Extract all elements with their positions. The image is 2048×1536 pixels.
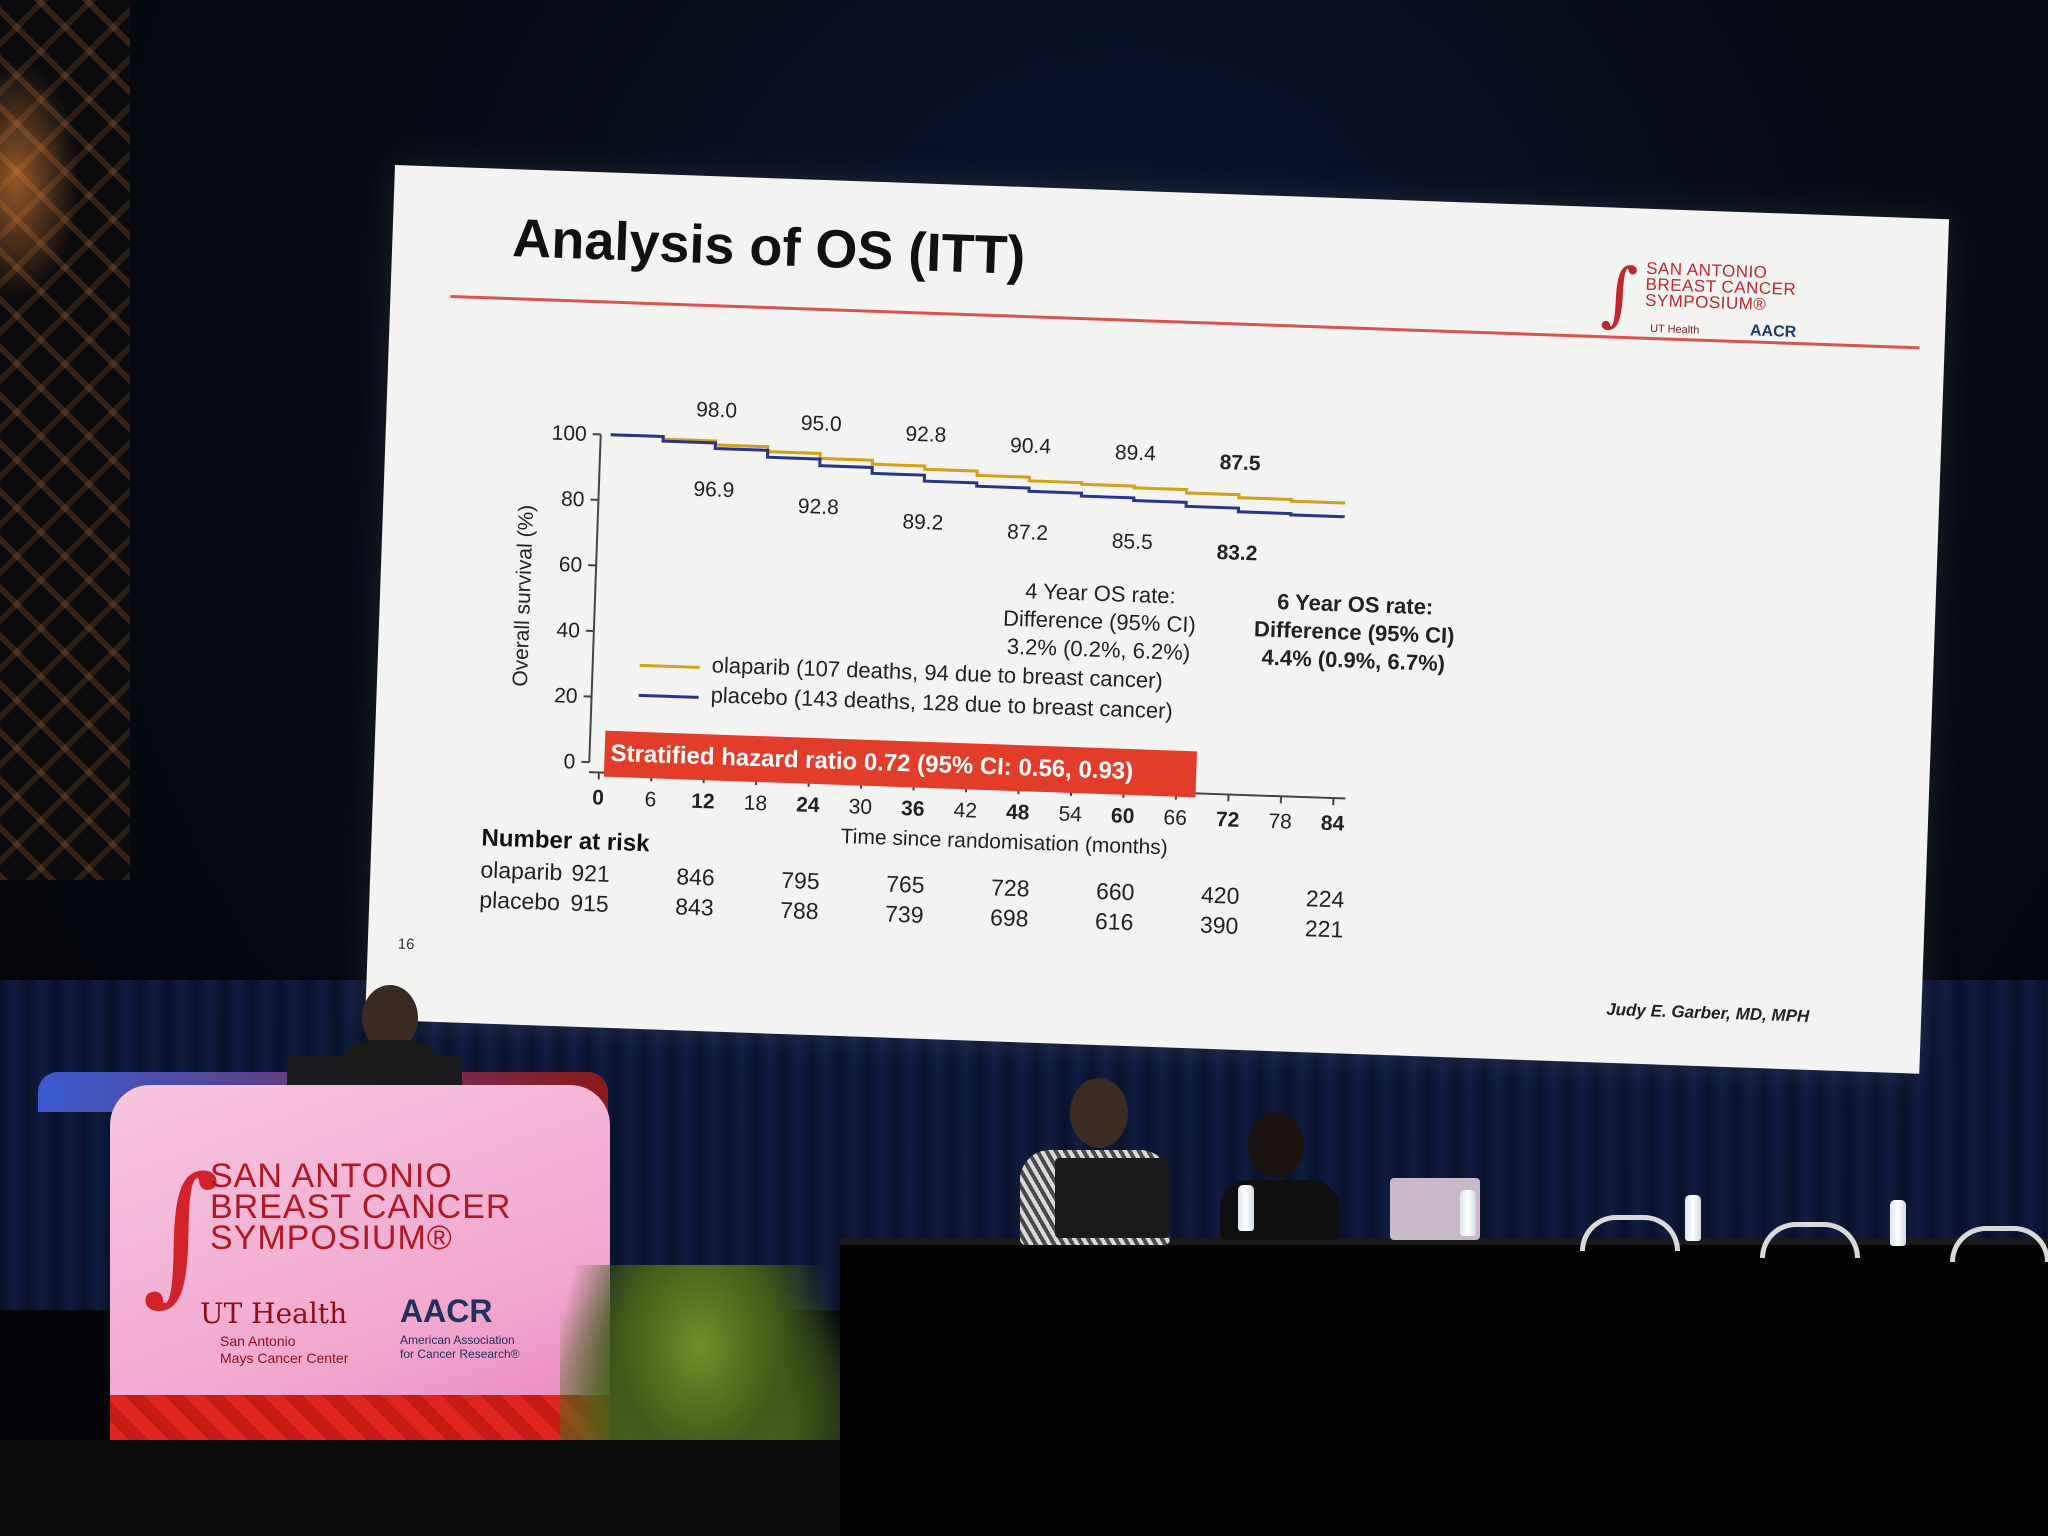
risk-value: 698 [989, 904, 1029, 932]
risk-value: 420 [1200, 881, 1240, 909]
number-at-risk-title: Number at risk [481, 824, 650, 858]
olaparib-point-label: 89.4 [1115, 441, 1157, 465]
ribbon-icon: ∫ [142, 1146, 221, 1320]
y-axis [588, 434, 602, 763]
water-bottle [1890, 1200, 1906, 1246]
x-axis-label: Time since randomisation (months) [840, 825, 1168, 859]
x-tick-label: 78 [1268, 810, 1292, 834]
podium-title: SAN ANTONIO BREAST CANCER SYMPOSIUM® [210, 1157, 530, 1257]
placebo-point-label: 83.2 [1216, 541, 1258, 565]
risk-value: 788 [779, 896, 820, 925]
y-tick-label: 60 [558, 553, 582, 577]
x-tick-label: 24 [796, 793, 820, 817]
olaparib-point-label: 90.4 [1010, 434, 1052, 458]
olaparib-point-label: 87.5 [1219, 451, 1261, 475]
slide-author: Judy E. Garber, MD, MPH [1605, 999, 1810, 1026]
risk-value: 846 [675, 863, 716, 891]
podium-ut-sub2: Mays Cancer Center [220, 1350, 349, 1366]
podium: ∫ SAN ANTONIO BREAST CANCER SYMPOSIUM® U… [110, 1085, 610, 1480]
risk-value: 795 [780, 866, 821, 895]
x-tick-label: 36 [901, 797, 925, 821]
y-tick-label: 20 [554, 684, 578, 708]
projection-screen: Analysis of OS (ITT) ∫ SAN ANTONIO BREAS… [365, 165, 1950, 1074]
x-tick-label: 54 [1058, 803, 1082, 827]
podium-aacr-sub: American Association for Cancer Research… [400, 1333, 520, 1361]
risk-value: 765 [885, 870, 926, 898]
risk-value: 660 [1095, 877, 1135, 906]
risk-value: 739 [884, 900, 924, 928]
y-tick-label: 40 [556, 619, 580, 643]
speaker-body [340, 1040, 440, 1080]
podium-ut-sub1: San Antonio [220, 1333, 296, 1349]
olaparib-point-label: 98.0 [696, 398, 738, 422]
laptop-left [1055, 1158, 1170, 1238]
risk-value: 224 [1305, 885, 1345, 913]
x-tick-label: 72 [1216, 808, 1240, 832]
placebo-point-label: 87.2 [1007, 521, 1049, 545]
chair [1950, 1226, 2048, 1262]
y-axis-label: Overall survival (%) [509, 504, 538, 687]
x-tick-label: 60 [1111, 804, 1135, 828]
water-bottle [1460, 1190, 1476, 1236]
panelist-left-head [1070, 1078, 1128, 1148]
water-bottle [1685, 1195, 1701, 1241]
panel-table-top [840, 1238, 2048, 1246]
panelist-right-head [1248, 1112, 1304, 1178]
x-tick-label: 30 [848, 795, 872, 819]
risk-value: 616 [1094, 907, 1134, 936]
placebo-point-label: 85.5 [1111, 530, 1153, 554]
olaparib-point-label: 95.0 [800, 412, 842, 436]
four-year-annotation: 4 Year OS rate: Difference (95% CI) 3.2%… [978, 576, 1221, 668]
y-tick-label: 80 [561, 488, 585, 512]
x-tick-label: 66 [1163, 806, 1187, 830]
podium-ut-health: UT Health [200, 1297, 348, 1330]
risk-label-placebo: placebo [478, 886, 561, 916]
risk-value: 921 [570, 859, 611, 887]
x-tick-label: 6 [644, 788, 656, 811]
x-tick-label: 12 [691, 790, 715, 814]
stage-floor [0, 1440, 840, 1536]
x-tick-label: 48 [1006, 801, 1030, 825]
y-tick-label: 0 [563, 750, 575, 773]
podium-line3: SYMPOSIUM® [210, 1219, 453, 1257]
x-tick-label: 84 [1321, 812, 1345, 836]
x-tick-label: 42 [953, 799, 977, 823]
podium-aacr-sub1: American Association [400, 1333, 515, 1347]
x-tick-label: 0 [592, 786, 604, 809]
x-tick-label: 18 [743, 792, 767, 816]
stage-light-glow [0, 60, 80, 300]
slide-number: 16 [397, 935, 415, 954]
placebo-point-label: 89.2 [902, 510, 944, 534]
podium-line1: SAN ANTONIO [210, 1157, 453, 1195]
risk-value: 843 [674, 893, 715, 921]
placebo-point-label: 96.9 [693, 478, 735, 502]
podium-line2: BREAST CANCER [210, 1188, 512, 1226]
podium-aacr-sub2: for Cancer Research® [400, 1347, 520, 1361]
placebo-point-label: 92.8 [797, 495, 839, 519]
risk-value: 915 [569, 889, 610, 917]
panel-table [840, 1245, 2048, 1536]
series-line-placebo [610, 433, 1345, 519]
series-line-olaparib [610, 433, 1346, 505]
y-tick-label: 100 [551, 422, 587, 446]
podium-aacr: AACR [400, 1293, 493, 1329]
risk-value: 728 [990, 874, 1030, 902]
risk-value: 221 [1304, 915, 1344, 943]
risk-value: 390 [1199, 911, 1239, 939]
six-year-annotation: 6 Year OS rate: Difference (95% CI) 4.4%… [1228, 586, 1481, 679]
olaparib-point-label: 92.8 [905, 423, 947, 447]
risk-label-olaparib: olaparib [480, 856, 563, 886]
podium-ut-sub: San Antonio Mays Cancer Center [220, 1333, 348, 1367]
water-bottle [1238, 1185, 1254, 1231]
